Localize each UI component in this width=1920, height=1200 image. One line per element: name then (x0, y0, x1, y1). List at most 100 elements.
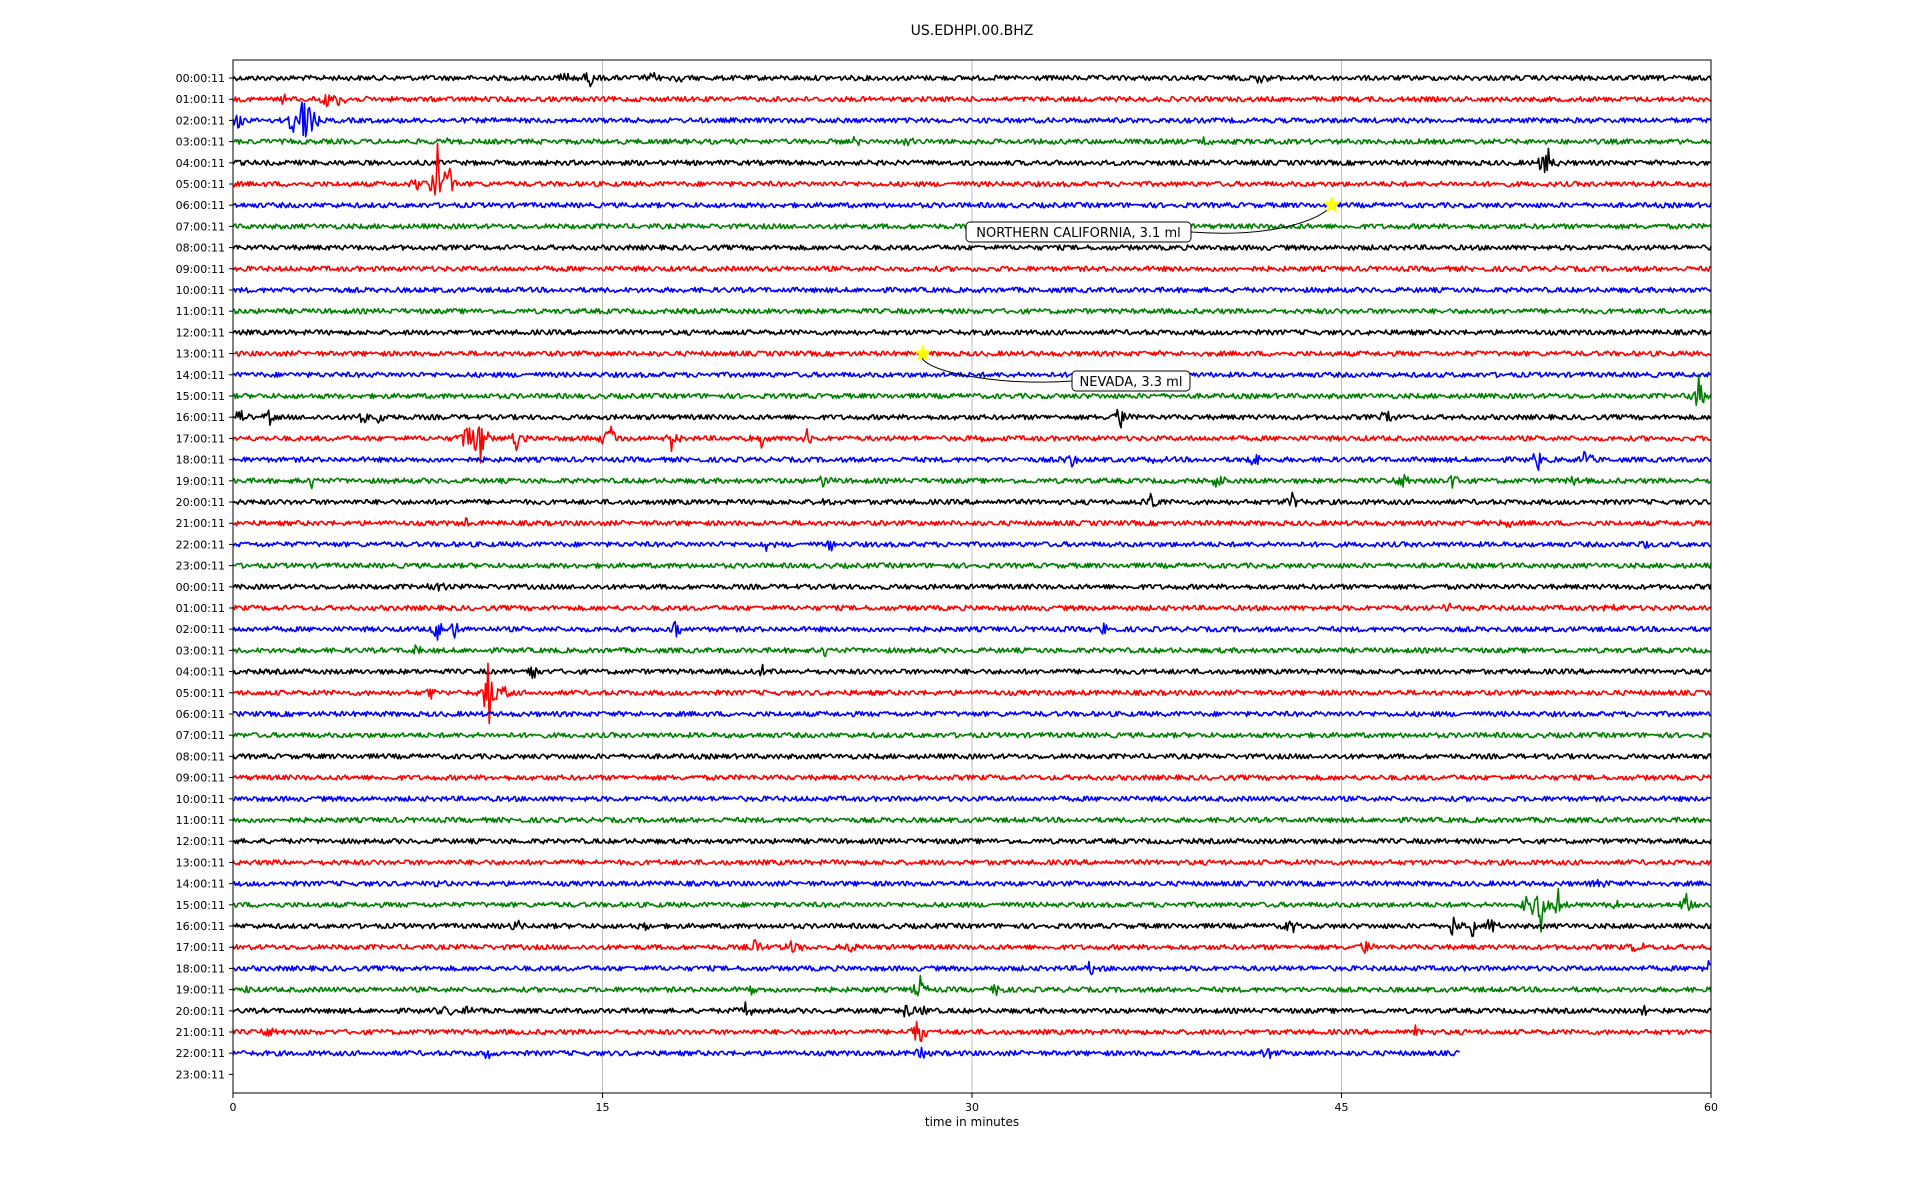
row-label: 04:00:11 (176, 666, 225, 679)
trace-line-27 (232, 644, 1712, 658)
trace-line-31 (232, 731, 1712, 739)
row-label: 20:00:11 (176, 496, 225, 509)
annotation-connector (1190, 204, 1333, 234)
trace-line-28 (232, 663, 1712, 679)
row-label: 08:00:11 (176, 242, 225, 255)
trace-line-39 (232, 887, 1712, 933)
row-label: 08:00:11 (176, 750, 225, 763)
row-label: 23:00:11 (176, 1068, 225, 1081)
row-label: 21:00:11 (176, 517, 225, 530)
trace-line-12 (232, 329, 1712, 336)
row-label: 23:00:11 (176, 560, 225, 573)
x-tick-label: 45 (1335, 1101, 1349, 1114)
row-label: 09:00:11 (176, 263, 225, 276)
annotation-box (965, 221, 1192, 243)
trace-line-16 (232, 408, 1712, 429)
trace-line-35 (232, 816, 1712, 824)
row-label: 19:00:11 (176, 475, 225, 488)
trace-line-14 (232, 371, 1712, 379)
trace-line-18 (232, 450, 1712, 471)
row-label: 06:00:11 (176, 199, 225, 212)
x-tick-label: 60 (1704, 1101, 1718, 1114)
trace-line-5 (232, 142, 1712, 196)
row-label: 00:00:11 (176, 581, 225, 594)
trace-line-38 (232, 878, 1712, 888)
row-label: 03:00:11 (176, 644, 225, 657)
row-label: 02:00:11 (176, 114, 225, 127)
trace-line-34 (232, 795, 1712, 803)
row-label: 17:00:11 (176, 432, 225, 445)
row-label: 03:00:11 (176, 136, 225, 149)
row-label: 12:00:11 (176, 326, 225, 339)
trace-line-24 (232, 582, 1712, 592)
row-label: 12:00:11 (176, 835, 225, 848)
trace-line-30 (232, 710, 1712, 718)
x-tick-label: 15 (596, 1101, 610, 1114)
trace-line-45 (232, 1020, 1712, 1043)
star-icon (1322, 195, 1341, 213)
trace-line-32 (232, 753, 1712, 760)
x-axis-ticks: 0 15 30 45 60 (230, 1093, 1718, 1114)
row-label: 00:00:11 (176, 72, 225, 85)
row-label: 13:00:11 (176, 348, 225, 361)
trace-line-8 (232, 244, 1712, 251)
event-annotations: NORTHERN CALIFORNIA, 3.1 ml NEVADA, 3.3 m… (913, 195, 1341, 392)
trace-line-9 (232, 265, 1712, 273)
row-label: 19:00:11 (176, 984, 225, 997)
trace-line-4 (232, 147, 1712, 174)
trace-line-15 (232, 374, 1712, 407)
trace-line-10 (232, 286, 1712, 294)
trace-line-20 (232, 491, 1712, 508)
row-label: 20:00:11 (176, 1005, 225, 1018)
row-label: 02:00:11 (176, 623, 225, 636)
row-label: 05:00:11 (176, 687, 225, 700)
x-axis-label: time in minutes (925, 1115, 1019, 1129)
star-icon (913, 344, 932, 362)
annotation-label: NEVADA, 3.3 ml (1080, 375, 1183, 390)
row-label: 21:00:11 (176, 1026, 225, 1039)
trace-line-29 (232, 662, 1712, 725)
row-label: 10:00:11 (176, 284, 225, 297)
row-label: 01:00:11 (176, 602, 225, 615)
trace-line-3 (232, 135, 1712, 147)
x-tick-label: 30 (965, 1101, 979, 1114)
trace-line-26 (232, 620, 1712, 641)
trace-line-21 (232, 517, 1712, 528)
trace-line-41 (232, 939, 1712, 954)
trace-line-13 (232, 350, 1712, 357)
row-label: 07:00:11 (176, 729, 225, 742)
trace-line-36 (232, 837, 1712, 845)
row-label: 15:00:11 (176, 390, 225, 403)
row-label: 06:00:11 (176, 708, 225, 721)
row-label: 01:00:11 (176, 93, 225, 106)
trace-line-44 (232, 1001, 1712, 1018)
annotation-box (1071, 370, 1191, 392)
trace-line-19 (232, 473, 1712, 490)
chart-title: US.EDHPI.00.BHZ (911, 23, 1034, 39)
row-label: 04:00:11 (176, 157, 225, 170)
grid-lines (602, 60, 1342, 1093)
row-label: 09:00:11 (176, 772, 225, 785)
row-label: 13:00:11 (176, 856, 225, 869)
trace-line-17 (232, 425, 1712, 464)
row-label: 17:00:11 (176, 941, 225, 954)
trace-line-2 (232, 101, 1712, 138)
trace-line-23 (232, 562, 1712, 569)
row-label: 14:00:11 (176, 369, 225, 382)
row-label: 16:00:11 (176, 411, 225, 424)
row-label: 16:00:11 (176, 920, 225, 933)
row-label: 07:00:11 (176, 220, 225, 233)
trace-line-46 (232, 1046, 1461, 1060)
row-label: 18:00:11 (176, 962, 225, 975)
row-label: 15:00:11 (176, 899, 225, 912)
annotation-connector (921, 353, 1073, 383)
trace-line-6 (232, 201, 1712, 209)
trace-line-11 (232, 307, 1712, 315)
row-time-labels: 00:00:11 01:00:11 02:00:11 03:00:11 04:00:11… (176, 72, 233, 1081)
trace-line-42 (232, 960, 1712, 976)
trace-line-25 (232, 602, 1712, 612)
trace-line-40 (232, 916, 1712, 938)
trace-line-1 (232, 93, 1712, 108)
trace-line-33 (232, 774, 1712, 781)
